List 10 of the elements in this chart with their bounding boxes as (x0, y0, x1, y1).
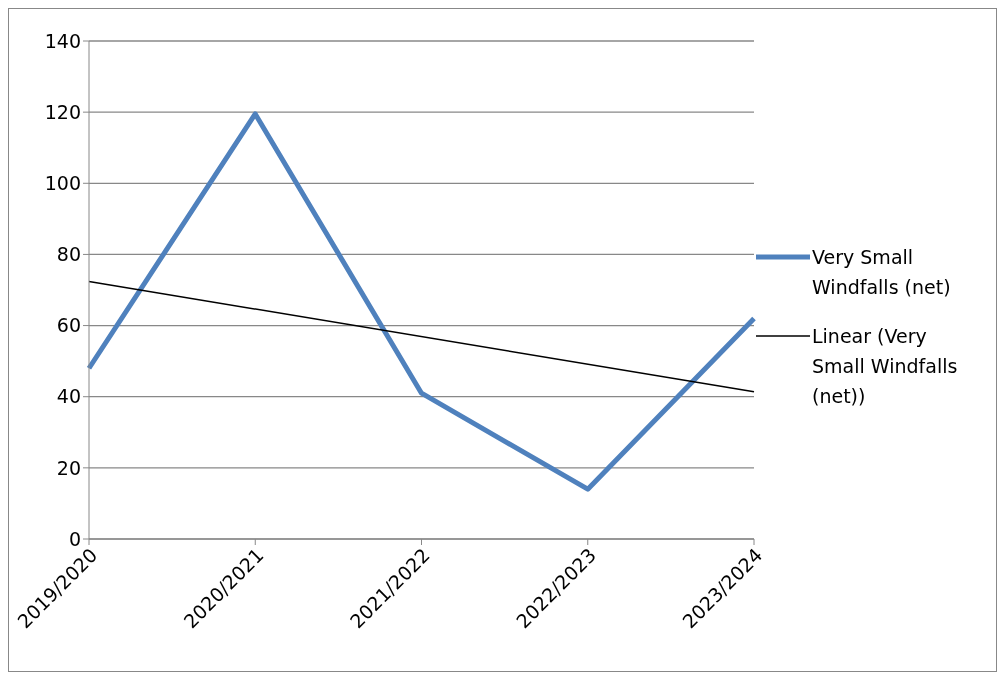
y-tick-label: 140 (44, 29, 81, 52)
y-tick-label: 40 (56, 385, 81, 408)
y-tick-label: 60 (56, 314, 81, 337)
y-tick-label: 80 (56, 243, 81, 266)
legend-label: Linear (Very Small Windfalls (net)) (812, 324, 959, 409)
y-tick-label: 20 (56, 456, 81, 479)
y-tick-label: 0 (68, 527, 81, 550)
y-tick-label: 120 (44, 100, 81, 123)
y-tick-label: 100 (44, 172, 81, 195)
legend-label: Very Small Windfalls (net) (812, 245, 952, 300)
